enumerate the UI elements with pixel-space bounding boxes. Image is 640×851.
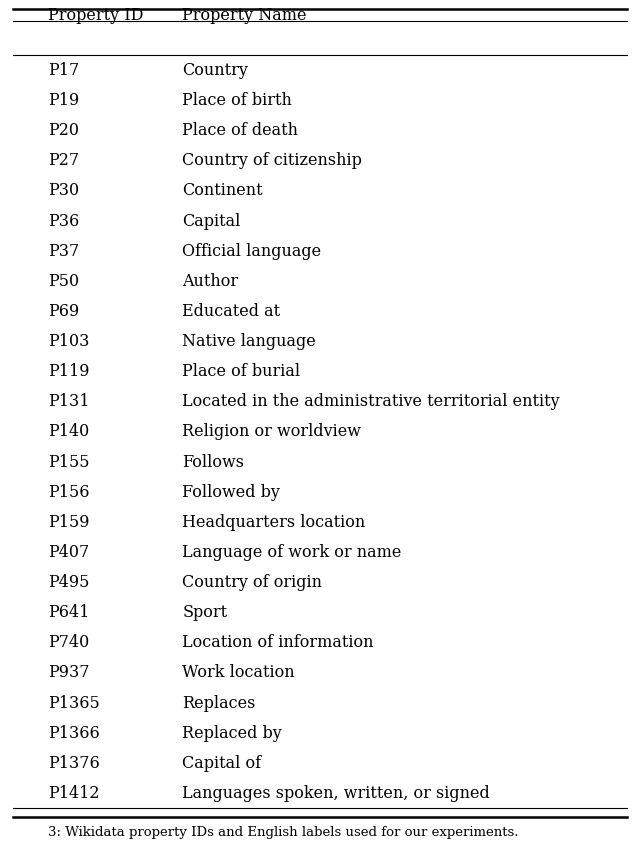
Text: P119: P119 [48, 363, 90, 380]
Text: Country of citizenship: Country of citizenship [182, 152, 362, 169]
Text: Follows: Follows [182, 454, 244, 471]
Text: P1366: P1366 [48, 725, 100, 741]
Text: P69: P69 [48, 303, 79, 320]
Text: P37: P37 [48, 243, 79, 260]
Text: P1376: P1376 [48, 755, 100, 772]
Text: P19: P19 [48, 92, 79, 109]
Text: Official language: Official language [182, 243, 321, 260]
Text: Replaces: Replaces [182, 694, 256, 711]
Text: P1412: P1412 [48, 785, 99, 802]
Text: P27: P27 [48, 152, 79, 169]
Text: Headquarters location: Headquarters location [182, 514, 365, 531]
Text: Property ID: Property ID [48, 7, 143, 24]
Text: Religion or worldview: Religion or worldview [182, 424, 362, 440]
Text: Located in the administrative territorial entity: Located in the administrative territoria… [182, 393, 560, 410]
Text: P30: P30 [48, 182, 79, 199]
Text: Place of burial: Place of burial [182, 363, 301, 380]
Text: Country of origin: Country of origin [182, 574, 323, 591]
Text: P20: P20 [48, 123, 79, 139]
Text: Location of information: Location of information [182, 634, 374, 651]
Text: Replaced by: Replaced by [182, 725, 282, 741]
Text: P103: P103 [48, 333, 90, 350]
Text: Language of work or name: Language of work or name [182, 544, 402, 561]
Text: P1365: P1365 [48, 694, 100, 711]
Text: Capital: Capital [182, 213, 241, 230]
Text: Place of birth: Place of birth [182, 92, 292, 109]
Text: Continent: Continent [182, 182, 263, 199]
Text: P495: P495 [48, 574, 90, 591]
Text: Educated at: Educated at [182, 303, 280, 320]
Text: Sport: Sport [182, 604, 228, 621]
Text: P36: P36 [48, 213, 79, 230]
Text: Place of death: Place of death [182, 123, 298, 139]
Text: P740: P740 [48, 634, 89, 651]
Text: Country: Country [182, 62, 248, 79]
Text: 3: Wikidata property IDs and English labels used for our experiments.: 3: Wikidata property IDs and English lab… [48, 825, 518, 839]
Text: P140: P140 [48, 424, 89, 440]
Text: Followed by: Followed by [182, 483, 280, 500]
Text: P407: P407 [48, 544, 89, 561]
Text: Native language: Native language [182, 333, 316, 350]
Text: P17: P17 [48, 62, 79, 79]
Text: P50: P50 [48, 273, 79, 289]
Text: P159: P159 [48, 514, 90, 531]
Text: P155: P155 [48, 454, 90, 471]
Text: Work location: Work location [182, 665, 295, 682]
Text: Property Name: Property Name [182, 7, 307, 24]
Text: Author: Author [182, 273, 239, 289]
Text: Languages spoken, written, or signed: Languages spoken, written, or signed [182, 785, 490, 802]
Text: Capital of: Capital of [182, 755, 262, 772]
Text: P156: P156 [48, 483, 90, 500]
Text: P641: P641 [48, 604, 90, 621]
Text: P131: P131 [48, 393, 90, 410]
Text: P937: P937 [48, 665, 90, 682]
